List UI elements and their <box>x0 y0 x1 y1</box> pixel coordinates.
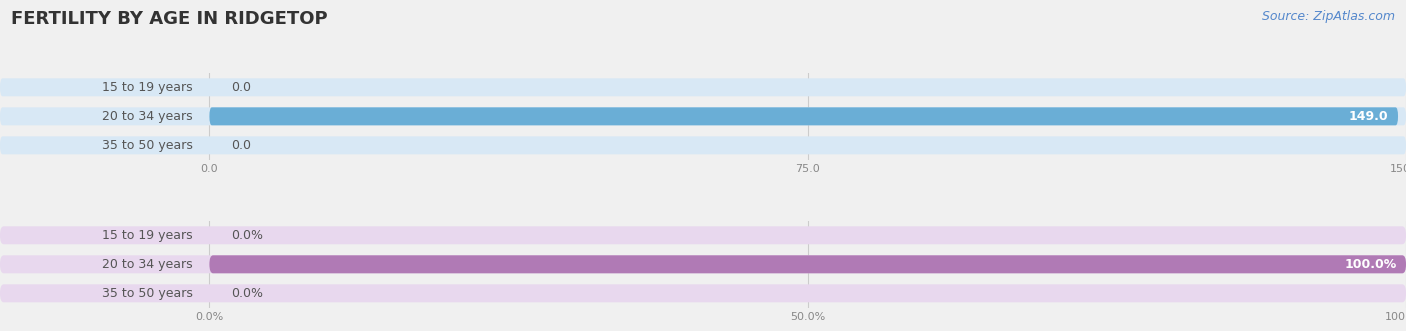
FancyBboxPatch shape <box>0 255 1406 273</box>
Text: 20 to 34 years: 20 to 34 years <box>103 110 193 123</box>
Text: Source: ZipAtlas.com: Source: ZipAtlas.com <box>1261 10 1395 23</box>
FancyBboxPatch shape <box>209 255 1406 273</box>
FancyBboxPatch shape <box>0 136 1406 154</box>
FancyBboxPatch shape <box>209 107 1398 125</box>
Text: 0.0: 0.0 <box>231 139 250 152</box>
Text: FERTILITY BY AGE IN RIDGETOP: FERTILITY BY AGE IN RIDGETOP <box>11 10 328 28</box>
FancyBboxPatch shape <box>0 107 1406 125</box>
Text: 35 to 50 years: 35 to 50 years <box>101 139 193 152</box>
Text: 100.0%: 100.0% <box>1344 258 1396 271</box>
Text: 0.0: 0.0 <box>231 81 250 94</box>
Text: 0.0%: 0.0% <box>231 287 263 300</box>
FancyBboxPatch shape <box>0 284 1406 302</box>
Text: 20 to 34 years: 20 to 34 years <box>103 258 193 271</box>
Text: 15 to 19 years: 15 to 19 years <box>103 229 193 242</box>
Text: 149.0: 149.0 <box>1348 110 1389 123</box>
Text: 0.0%: 0.0% <box>231 229 263 242</box>
Text: 15 to 19 years: 15 to 19 years <box>103 81 193 94</box>
FancyBboxPatch shape <box>0 226 1406 244</box>
Text: 35 to 50 years: 35 to 50 years <box>101 287 193 300</box>
FancyBboxPatch shape <box>0 78 1406 96</box>
